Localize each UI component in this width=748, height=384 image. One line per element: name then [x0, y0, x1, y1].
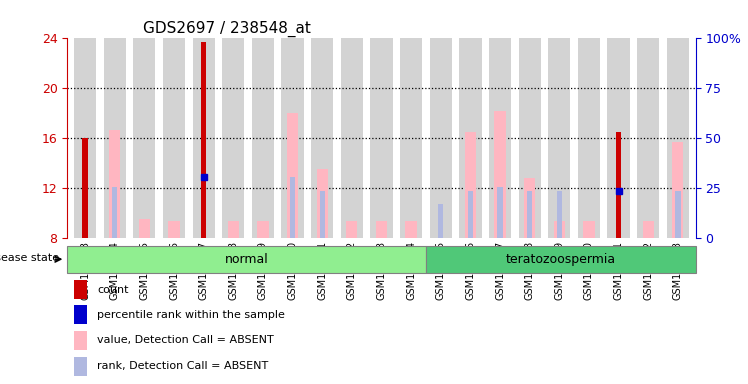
- Bar: [341, 38, 363, 238]
- Bar: [637, 38, 659, 238]
- Text: value, Detection Call = ABSENT: value, Detection Call = ABSENT: [97, 336, 275, 346]
- Bar: [201, 177, 206, 238]
- Bar: [672, 142, 684, 238]
- Bar: [252, 38, 274, 238]
- Bar: [675, 190, 681, 238]
- Bar: [227, 220, 239, 238]
- Bar: [138, 219, 150, 238]
- Bar: [583, 220, 595, 238]
- Bar: [400, 38, 422, 238]
- Bar: [666, 38, 689, 238]
- Bar: [163, 38, 185, 238]
- Bar: [518, 38, 541, 238]
- Bar: [201, 42, 206, 238]
- Bar: [607, 38, 630, 238]
- Bar: [82, 138, 88, 238]
- Bar: [311, 38, 334, 238]
- Text: percentile rank within the sample: percentile rank within the sample: [97, 310, 285, 319]
- Bar: [73, 305, 88, 324]
- Bar: [112, 187, 117, 238]
- Bar: [104, 38, 126, 238]
- FancyBboxPatch shape: [426, 246, 696, 273]
- Bar: [577, 38, 600, 238]
- Bar: [74, 38, 96, 238]
- Bar: [554, 220, 565, 238]
- Text: teratozoospermia: teratozoospermia: [506, 253, 616, 266]
- Bar: [524, 178, 536, 238]
- Bar: [346, 220, 358, 238]
- Text: normal: normal: [225, 253, 269, 266]
- Text: count: count: [97, 285, 129, 295]
- Bar: [281, 38, 304, 238]
- Bar: [465, 132, 476, 238]
- Bar: [616, 132, 622, 238]
- Bar: [459, 38, 482, 238]
- Bar: [557, 190, 562, 238]
- Bar: [73, 280, 88, 299]
- Text: rank, Detection Call = ABSENT: rank, Detection Call = ABSENT: [97, 361, 269, 371]
- Bar: [222, 38, 245, 238]
- Text: GDS2697 / 238548_at: GDS2697 / 238548_at: [143, 21, 310, 37]
- Bar: [497, 187, 503, 238]
- Bar: [643, 220, 654, 238]
- Bar: [370, 38, 393, 238]
- Bar: [316, 169, 328, 238]
- Text: disease state: disease state: [0, 253, 59, 263]
- Bar: [494, 111, 506, 238]
- Bar: [319, 190, 325, 238]
- FancyBboxPatch shape: [67, 246, 426, 273]
- Bar: [468, 190, 473, 238]
- Bar: [438, 204, 444, 238]
- Bar: [616, 190, 622, 238]
- Bar: [287, 113, 298, 238]
- Bar: [429, 38, 452, 238]
- Bar: [133, 38, 156, 238]
- Bar: [489, 38, 511, 238]
- Bar: [548, 38, 571, 238]
- Bar: [73, 331, 88, 350]
- Bar: [257, 220, 269, 238]
- Bar: [290, 177, 295, 238]
- Bar: [109, 129, 120, 238]
- Bar: [527, 190, 533, 238]
- Bar: [168, 220, 180, 238]
- Bar: [192, 38, 215, 238]
- Bar: [405, 220, 417, 238]
- Bar: [73, 357, 88, 376]
- Bar: [375, 220, 387, 238]
- Bar: [82, 190, 88, 238]
